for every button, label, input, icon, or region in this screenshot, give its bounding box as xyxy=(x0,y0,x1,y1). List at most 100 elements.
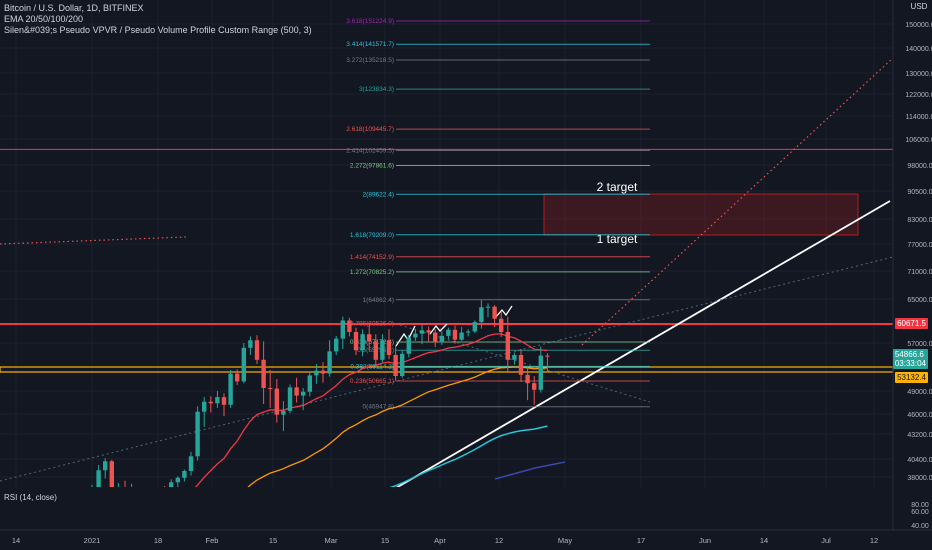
rsi-axis-label: 80.00 xyxy=(911,502,929,509)
candle-body xyxy=(360,334,365,351)
candle-body xyxy=(492,306,497,319)
rsi-axis-label: 60.00 xyxy=(911,509,929,516)
candle-body xyxy=(479,307,484,323)
target-zone-box xyxy=(543,193,859,236)
fib-label: 2.414(102459.5) xyxy=(346,148,394,155)
time-axis[interactable]: 14 2021 18 Feb 15 Mar 15 Apr 12 May 17 Jun 14 Jul 12 xyxy=(0,529,932,545)
candle-body xyxy=(334,338,339,352)
rsi-legend[interactable]: RSI (14, close) xyxy=(4,493,57,502)
candle-body xyxy=(109,461,114,498)
candle-body xyxy=(294,387,299,396)
fib-label: 1.414(74152.9) xyxy=(350,254,394,261)
candle-body xyxy=(419,330,425,334)
target-1-label: 1 target xyxy=(597,232,638,246)
candle-body xyxy=(446,329,451,336)
fib-label: 2.272(97861.6) xyxy=(350,162,394,169)
price-tick-label: 150000.0 xyxy=(905,22,932,29)
symbol-title[interactable]: Bitcoin / U.S. Dollar, 1D, BITFINEX xyxy=(4,3,144,13)
fib-label: 3.272(135218.5) xyxy=(346,57,394,64)
price-tick-label: 90500.0 xyxy=(907,189,932,196)
time-tick-label: Mar xyxy=(325,536,338,545)
time-tick-label: Jun xyxy=(699,536,711,545)
candle-body xyxy=(532,383,537,390)
candle-body xyxy=(301,391,306,396)
fib-extension: 3.618(151224.9) 3.414(141571.7) 3.272(1352… xyxy=(346,18,650,411)
fib-label: 3.618(151224.9) xyxy=(346,18,394,25)
time-tick-label: Feb xyxy=(206,536,219,545)
time-tick-label: Apr xyxy=(434,536,446,545)
candle-body xyxy=(406,337,411,354)
candle-body xyxy=(261,359,266,388)
currency-label: USD xyxy=(910,2,928,11)
candle-body xyxy=(413,333,418,338)
wave-mark xyxy=(494,305,513,319)
current-price-label: 54866.6 03:33:04 xyxy=(892,349,928,369)
fib-label: 0(46947.8) xyxy=(363,404,394,411)
fib-label: 0.236(50665.1) xyxy=(350,378,394,385)
candle-body xyxy=(380,340,385,360)
candle-body xyxy=(452,329,458,340)
fib-label: 2(89622.4) xyxy=(363,191,394,198)
fib-label: 3.414(141571.7) xyxy=(346,41,394,48)
ascending-trendline xyxy=(395,200,891,489)
candle-body xyxy=(320,370,326,374)
time-tick-label: 12 xyxy=(870,536,878,545)
price-tick-label: 71000.0 xyxy=(907,269,932,276)
wave-mark xyxy=(429,323,448,335)
candle-body xyxy=(512,355,517,360)
chart-legend: Bitcoin / U.S. Dollar, 1D, BITFINEX EMA … xyxy=(4,3,312,36)
countdown-timer: 03:33:04 xyxy=(894,359,926,368)
candle-body xyxy=(525,374,530,384)
price-tick-label: 98000.0 xyxy=(907,163,932,170)
price-tick-label: 49000.0 xyxy=(907,389,932,396)
candle-body xyxy=(307,375,312,392)
candle-body xyxy=(426,330,431,333)
candle-body xyxy=(400,353,405,376)
ema50-line xyxy=(210,366,548,517)
faint-channel-line xyxy=(0,339,561,482)
candle-body xyxy=(505,332,510,360)
candle-body xyxy=(347,320,352,332)
time-tick-label: 15 xyxy=(269,536,277,545)
fib-label: 1(64862.4) xyxy=(363,297,394,304)
candle-body xyxy=(327,351,332,374)
price-tick-label: 83000.0 xyxy=(907,217,932,224)
price-tick-label: 114000.0 xyxy=(906,114,932,121)
candles xyxy=(0,299,893,530)
candle-body xyxy=(499,318,504,332)
target-2-label: 2 target xyxy=(597,180,638,194)
candle-body xyxy=(182,471,187,478)
rsi-axis-label: 40.00 xyxy=(911,523,929,530)
time-tick-label: 15 xyxy=(381,536,389,545)
fib-label: 1.272(70825.2) xyxy=(350,269,394,276)
price-axis[interactable]: 150000.0 140000.0 130000.0 122000.0 114000.0… xyxy=(892,0,932,530)
wave-mark xyxy=(395,325,416,347)
support-price-label: 53132.4 xyxy=(895,372,928,383)
vpvr-legend[interactable]: Silen&#039;s Pseudo VPVR / Pseudo Volume… xyxy=(4,25,312,35)
candle-body xyxy=(373,341,378,360)
candle-body xyxy=(274,388,279,415)
price-tick-label: 140000.0 xyxy=(905,46,932,53)
candle-body xyxy=(248,340,253,348)
candle-body xyxy=(175,477,180,483)
candle-body xyxy=(472,322,477,332)
time-tick-label: 17 xyxy=(637,536,645,545)
candle-body xyxy=(235,373,240,382)
candle-body xyxy=(268,388,273,389)
candle-body xyxy=(367,334,372,342)
candle-body xyxy=(433,332,438,343)
candle-body xyxy=(353,332,359,351)
candle-body xyxy=(459,332,464,340)
price-tick-label: 65000.0 xyxy=(907,297,932,304)
candle-body xyxy=(466,331,471,333)
candle-body xyxy=(281,410,286,415)
fib-label: 0.618(57172.4) xyxy=(350,339,394,346)
candle-body xyxy=(208,401,213,404)
ema-legend[interactable]: EMA 20/50/100/200 xyxy=(4,14,84,24)
candle-body xyxy=(340,320,345,339)
candle-body xyxy=(287,387,293,411)
current-price-value: 54866.6 xyxy=(894,350,924,359)
candle-body xyxy=(188,456,194,471)
price-tick-label: 43200.0 xyxy=(907,432,932,439)
